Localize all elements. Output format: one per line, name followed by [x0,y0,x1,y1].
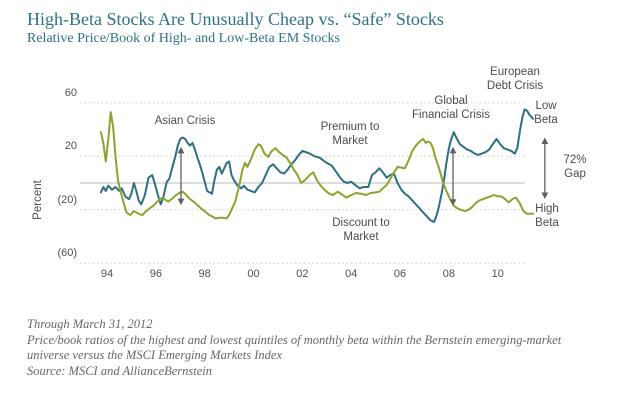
x-tick-02: 02 [296,268,309,280]
x-tick-98: 98 [198,268,211,280]
annotation-global-financial-crisis: Global Financial Crisis [412,95,490,121]
x-tick-00: 00 [247,268,260,280]
y-tick-20: 20 [64,140,77,153]
x-tick-10: 10 [491,268,504,280]
x-tick-94: 94 [100,268,114,280]
y-tick-60: 60 [64,86,77,99]
annotation-asian-crisis: Asian Crisis [154,115,216,127]
legend-low-beta: Low Beta [534,100,558,126]
page-subtitle: Relative Price/Book of High- and Low-Bet… [27,31,340,46]
series-line-high-beta [99,111,535,220]
footnote-description: Price/book ratios of the highest and low… [27,333,562,362]
series-line-low-beta [99,108,535,223]
x-tick-06: 06 [393,268,407,280]
annotation-premium-to-market: Premium to Market [320,121,380,147]
annotation-gap: 72% Gap [563,154,587,180]
y-tick-(20): (20) [57,193,77,206]
annotation-discount-to-market: Discount to Market [332,217,390,243]
x-tick-04: 04 [345,268,358,280]
footnote-through: Through March 31, 2012 [27,317,153,331]
y-tick-(60): (60) [57,247,77,260]
footnote-block: Through March 31, 2012 Price/book ratios… [27,317,607,380]
arrow-asian-crisis-range [177,146,185,206]
x-tick-08: 08 [442,268,455,280]
page-title: High-Beta Stocks Are Unusually Cheap vs.… [27,9,444,29]
annotation-european-debt-crisis: European Debt Crisis [486,66,544,92]
footnote-source: Source: MSCI and AllianceBernstein [27,364,213,378]
line-chart-canvas [80,102,549,264]
arrow-global-financial-crisis-range [449,146,457,206]
legend-high-beta: High Beta [535,203,559,229]
x-tick-96: 96 [149,268,162,280]
arrow-gap-range [541,137,549,200]
